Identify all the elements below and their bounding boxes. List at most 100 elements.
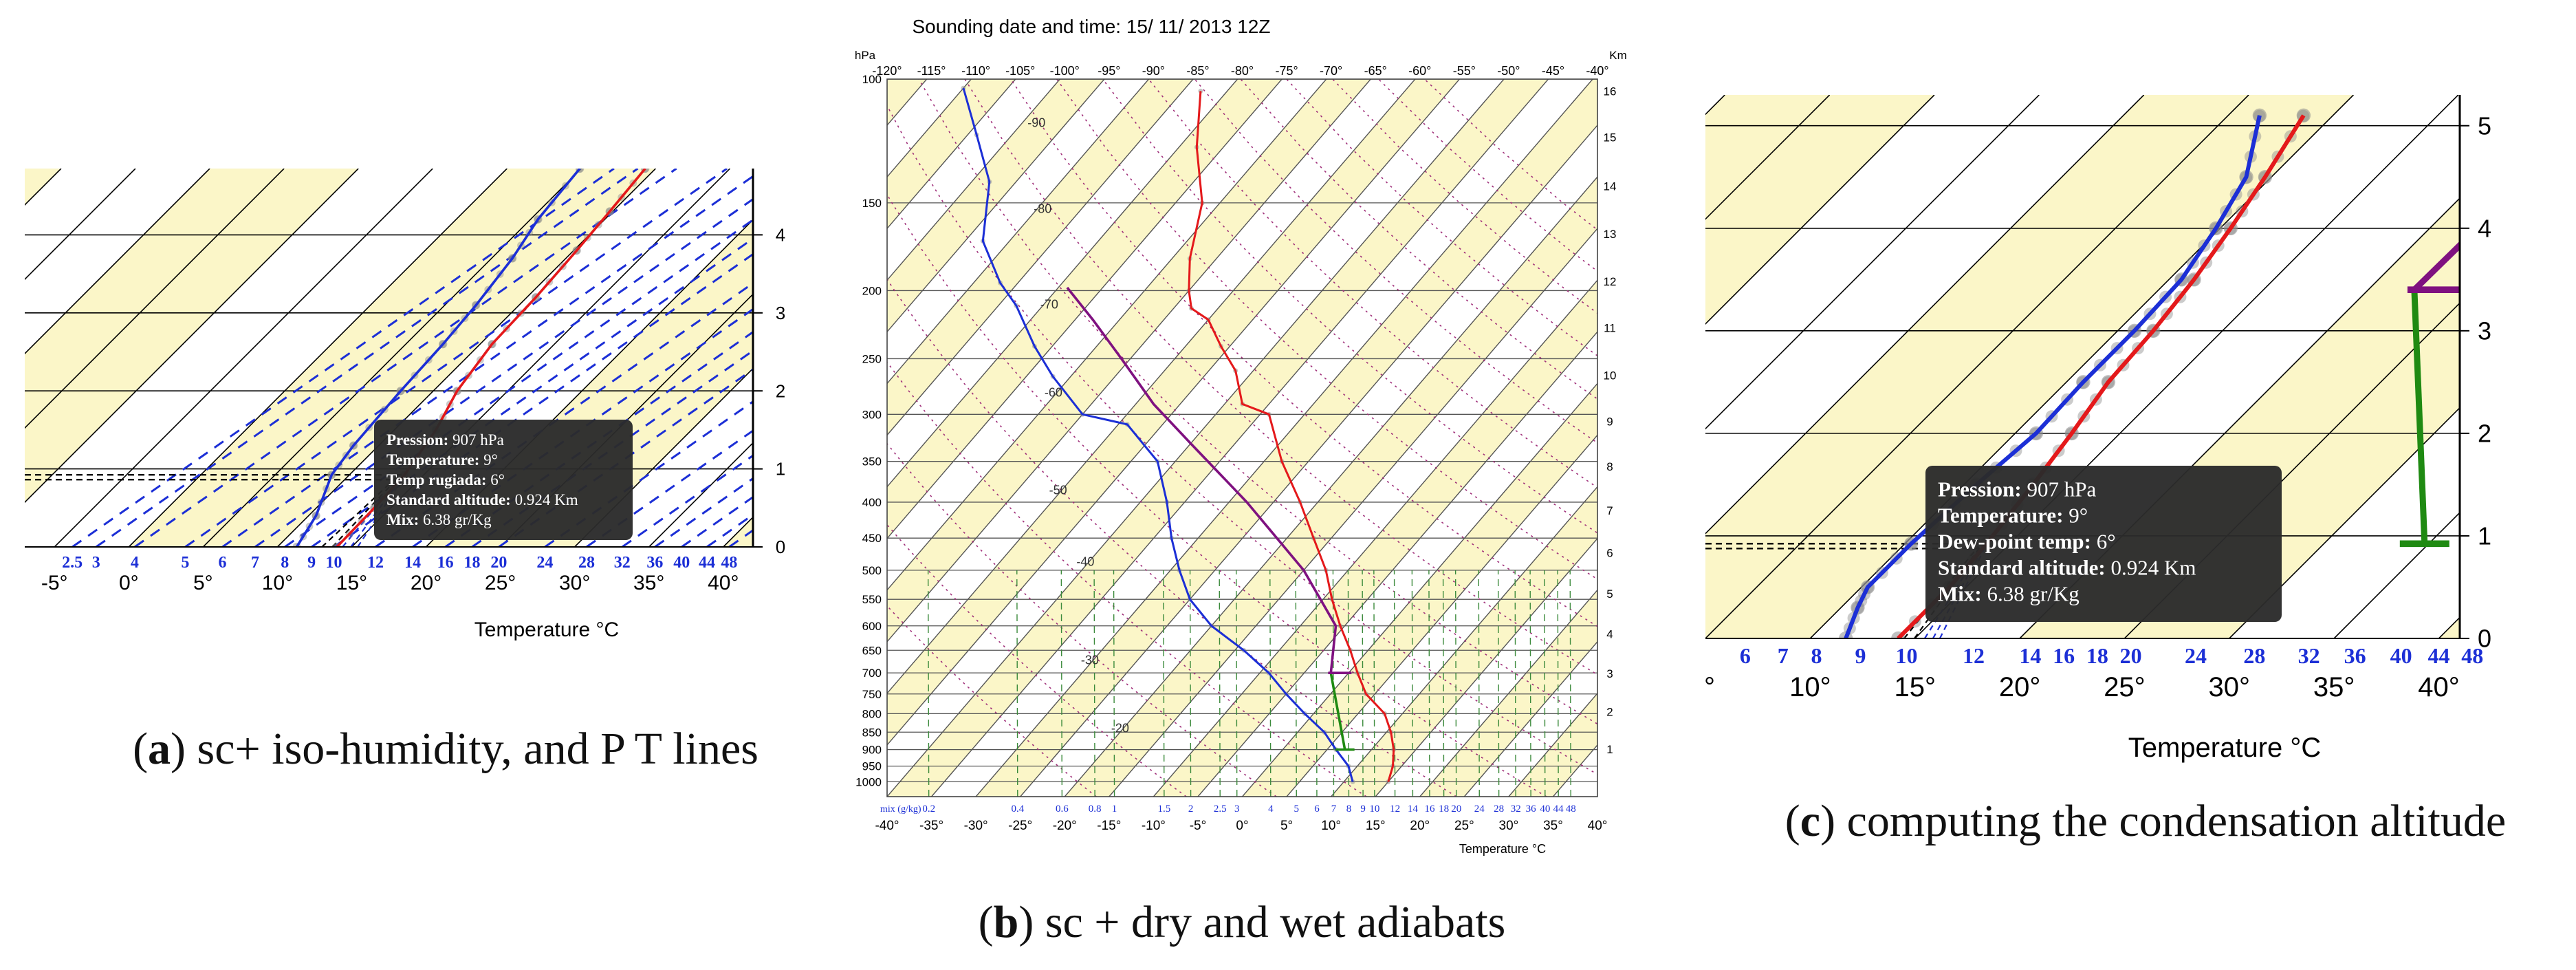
temperature-tick-label: 10° xyxy=(262,572,293,594)
tooltip-line: Standard altitude: 0.924 Km xyxy=(386,491,578,508)
mixing-ratio-label: 48 xyxy=(721,554,737,572)
mixing-ratio-label: 12 xyxy=(1963,643,1985,668)
tooltip-key: Standard altitude: xyxy=(1938,555,2106,579)
top-tick-label: -50° xyxy=(1497,64,1520,78)
mixing-ratio-label: 9 xyxy=(1855,643,1866,668)
mixing-ratio-prefix: mix (g/kg) xyxy=(880,804,921,815)
tooltip-key: Temp rugiada: xyxy=(386,471,486,488)
pressure-tick-label: 350 xyxy=(862,455,882,468)
temperature-tick-label: 25° xyxy=(1454,819,1474,833)
mixing-ratio-label: 14 xyxy=(404,554,421,572)
temperature-tick-label: -20° xyxy=(1053,819,1077,833)
km-unit: Km xyxy=(1609,49,1627,62)
tooltip-line: Standard altitude: 0.924 Km xyxy=(1938,555,2196,579)
tooltip-value: 6° xyxy=(490,471,505,488)
temperature-tick-label: 35° xyxy=(1543,819,1563,833)
mixing-ratio-label: 4 xyxy=(131,554,139,572)
temperature-tick-label: -40° xyxy=(875,819,899,833)
altitude-tick-label: 2 xyxy=(776,380,785,401)
top-tick-label: -80° xyxy=(1231,64,1254,78)
pressure-tick-label: 250 xyxy=(862,352,882,365)
tooltip-value: 6.38 gr/Kg xyxy=(1987,581,2079,605)
panel-caption: (b) sc + dry and wet adiabats xyxy=(979,897,1506,947)
mixing-ratio-label: 12 xyxy=(367,554,384,572)
altitude-tick-label: 0 xyxy=(776,537,785,557)
top-tick-label: -75° xyxy=(1275,64,1298,78)
mixing-ratio-label: 3 xyxy=(1234,804,1240,815)
temperature-tick-label: 25° xyxy=(2104,672,2146,702)
isotherm-label: -30 xyxy=(1081,653,1099,667)
tooltip-line: Dew-point temp: 6° xyxy=(1938,529,2116,553)
isotherm-label: -40 xyxy=(1076,555,1094,569)
mixing-ratio-label: 20 xyxy=(490,554,507,572)
pressure-tick-label: 850 xyxy=(862,726,882,739)
tooltip-value: 907 hPa xyxy=(2027,477,2096,501)
tooltip-value: 9° xyxy=(2069,503,2088,527)
mixing-ratio-label: 28 xyxy=(578,554,595,572)
mixing-ratio-label: 2 xyxy=(1188,804,1194,815)
mixing-ratio-label: 28 xyxy=(1494,804,1504,815)
mixing-ratio-label: 0.8 xyxy=(1089,804,1102,815)
mixing-ratio-label: 28 xyxy=(2243,643,2265,668)
mixing-ratio-label: 48 xyxy=(2461,643,2483,668)
mixing-ratio-label: 10 xyxy=(326,554,342,572)
mixing-ratio-label: 5 xyxy=(1294,804,1300,815)
top-tick-label: -65° xyxy=(1364,64,1387,78)
x-axis-label: Temperature °C xyxy=(474,618,619,641)
temperature-tick-label: -5° xyxy=(41,572,68,594)
altitude-tick-label: 1 xyxy=(776,459,785,479)
temperature-tick-label: -30° xyxy=(964,819,988,833)
pressure-tick-label: 400 xyxy=(862,496,882,509)
altitude-tick-label: 5 xyxy=(2478,111,2491,140)
km-tick-label: 5 xyxy=(1606,588,1613,601)
mixing-ratio-label: 2.5 xyxy=(62,554,83,572)
km-tick-label: 8 xyxy=(1606,460,1613,473)
temperature-tick-label: 20° xyxy=(1999,672,2041,702)
tooltip-key: Mix: xyxy=(1938,581,1982,605)
altitude-tick-label: 3 xyxy=(2478,316,2491,345)
mixing-ratio-label: 4 xyxy=(1268,804,1274,815)
top-tick-label: -55° xyxy=(1453,64,1476,78)
tooltip-line: Mix: 6.38 gr/Kg xyxy=(386,511,492,528)
top-tick-label: -45° xyxy=(1542,64,1564,78)
km-tick-label: 14 xyxy=(1604,180,1617,193)
altitude-tick-label: 3 xyxy=(776,303,785,323)
mixing-ratio-label: 3 xyxy=(92,554,100,572)
temperature-tick-label: 15° xyxy=(1894,672,1936,702)
km-tick-label: 6 xyxy=(1606,546,1613,559)
mixing-ratio-label: 20 xyxy=(2120,643,2142,668)
caption-text: sc + dry and wet adiabats xyxy=(1034,897,1505,947)
mixing-ratio-label: 9 xyxy=(307,554,316,572)
altitude-tick-label: 2 xyxy=(2478,419,2491,447)
mixing-ratio-label: 16 xyxy=(2053,643,2075,668)
caption-letter: c xyxy=(1800,796,1820,846)
km-tick-label: 10 xyxy=(1604,369,1617,382)
mixing-ratio-label: 2.5 xyxy=(1214,804,1227,815)
pressure-unit: hPa xyxy=(855,49,876,62)
pressure-tick-label: 950 xyxy=(862,760,882,773)
pressure-tick-label: 450 xyxy=(862,532,882,545)
panel-caption: (c) computing the condensation altitude xyxy=(1785,796,2506,846)
km-tick-label: 4 xyxy=(1606,627,1613,640)
temperature-tick-label: 5° xyxy=(193,572,213,594)
tooltip-line: Temperature: 9° xyxy=(1938,503,2088,527)
altitude-tick-label: 4 xyxy=(2478,214,2491,242)
mixing-ratio-label: 8 xyxy=(1346,804,1352,815)
top-tick-label: -60° xyxy=(1408,64,1431,78)
tooltip-line: Temperature: 9° xyxy=(386,451,498,468)
temperature-tick-label: 30° xyxy=(2209,672,2251,702)
isotherm-label: -20 xyxy=(1111,721,1129,735)
mixing-ratio-label: 40 xyxy=(673,554,690,572)
tooltip-value: 6° xyxy=(2097,529,2116,553)
chart-title: Sounding date and time: 15/ 11/ 2013 12Z xyxy=(913,16,1271,37)
mixing-ratio-label: 8 xyxy=(1811,643,1822,668)
temperature-tick-label: -15° xyxy=(1097,819,1121,833)
temperature-tick-label: -25° xyxy=(1008,819,1032,833)
mixing-ratio-label: 32 xyxy=(614,554,631,572)
mixing-ratio-label: 14 xyxy=(2019,643,2041,668)
temperature-tick-label: 15° xyxy=(336,572,367,594)
top-tick-label: -85° xyxy=(1186,64,1209,78)
isotherm-label: -70 xyxy=(1040,297,1058,311)
km-tick-label: 12 xyxy=(1604,275,1617,288)
